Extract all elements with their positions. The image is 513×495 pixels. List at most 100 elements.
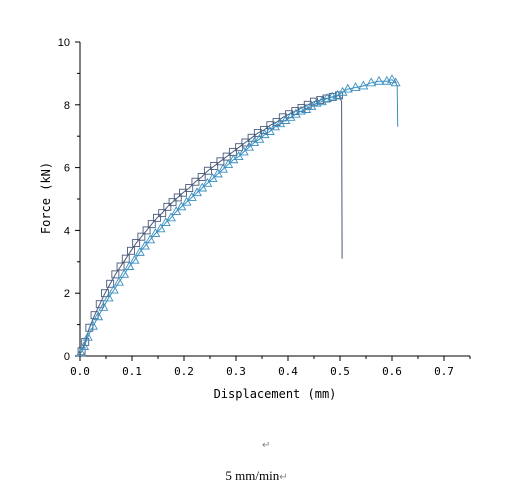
data-point [197,173,206,181]
data-point [192,187,202,197]
data-point [350,82,361,91]
data-point [158,209,167,218]
y-tick-label: 4 [64,225,70,237]
data-point [259,129,270,139]
data-point [247,133,256,142]
data-point [166,212,176,222]
data-point [316,96,327,106]
x-tick-label: 0.2 [174,365,194,378]
data-point [290,108,301,118]
data-point [93,311,104,321]
x-tick-label: 0.5 [330,365,350,378]
paragraph-mark: ↵ [279,472,288,483]
data-point [119,268,130,278]
data-point [129,254,140,264]
data-point [140,240,150,250]
data-point [301,104,312,113]
data-point [207,173,218,183]
data-point [337,86,348,96]
data-point [185,184,194,192]
data-point [264,126,275,135]
caption: 5 mm/min↵ [0,468,513,484]
data-point [77,347,86,356]
data-point [137,232,146,241]
data-point [342,83,353,93]
y-tick-label: 2 [64,288,70,300]
data-point [98,301,109,311]
data-point [260,125,269,134]
data-point [76,347,87,357]
axes: 0.0 0.1 0.2 0.3 0.4 0.5 0.6 0.7 0 2 4 6 8 10 [58,37,471,378]
data-point [390,77,401,87]
data-point [142,226,151,235]
data-point [197,182,208,192]
data-point [181,196,192,206]
series-line [80,79,399,354]
data-point [285,111,296,121]
data-point [134,246,145,256]
data-point [95,300,104,309]
data-point [127,246,135,255]
data-point [103,292,114,302]
data-point [254,133,265,143]
data-point [179,188,187,197]
plot-area [76,74,401,357]
data-point [82,331,93,341]
data-point [275,118,286,128]
data-point [332,89,343,99]
data-point [210,162,219,170]
data-point [85,323,94,332]
data-point [233,151,244,161]
x-tick-label: 0.3 [226,365,246,378]
data-point [114,276,124,286]
data-point [176,201,187,211]
data-point [235,143,244,152]
data-point [374,75,384,85]
data-point [223,159,234,168]
data-point [366,77,377,87]
data-point [358,80,369,90]
data-point [249,137,260,146]
paragraph-mark-top: ↵ [262,440,271,451]
y-axis-label: Force (kN) [39,162,53,234]
x-tick-label: 0.1 [122,365,142,378]
series-line [81,94,343,352]
data-point [145,234,156,244]
data-point [171,206,182,216]
data-point [387,74,397,84]
data-point [218,163,228,173]
y-tick-label: 8 [64,100,70,112]
data-point [228,154,239,164]
x-tick-label: 0.0 [70,365,90,378]
data-point [106,279,115,288]
y-tick-label: 6 [64,163,70,175]
x-tick-label: 0.6 [382,365,402,378]
data-point [216,157,225,166]
y-tick-label: 10 [58,37,70,49]
data-point [186,192,197,201]
data-point [244,141,254,151]
data-point [202,177,213,187]
data-point [191,177,200,186]
caption-text: 5 mm/min [225,468,280,483]
data-point [270,121,280,131]
data-point [212,168,223,178]
data-point [132,239,141,247]
data-point [203,166,212,175]
data-point [108,284,119,294]
data-point [306,100,317,110]
data-point [147,220,156,229]
data-point [153,213,161,222]
data-point [222,152,231,161]
force-displacement-chart: 0.0 0.1 0.2 0.3 0.4 0.5 0.6 0.7 0 2 4 6 8 10 Displace… [39,37,471,401]
data-point [168,198,177,207]
data-point [150,228,161,237]
data-point [121,254,130,263]
x-tick-label: 0.4 [278,365,298,378]
data-point [280,115,291,124]
data-point [116,262,125,271]
data-point [160,217,171,226]
data-point [173,193,182,202]
y-tick-label: 0 [64,351,70,363]
data-point [124,261,135,270]
